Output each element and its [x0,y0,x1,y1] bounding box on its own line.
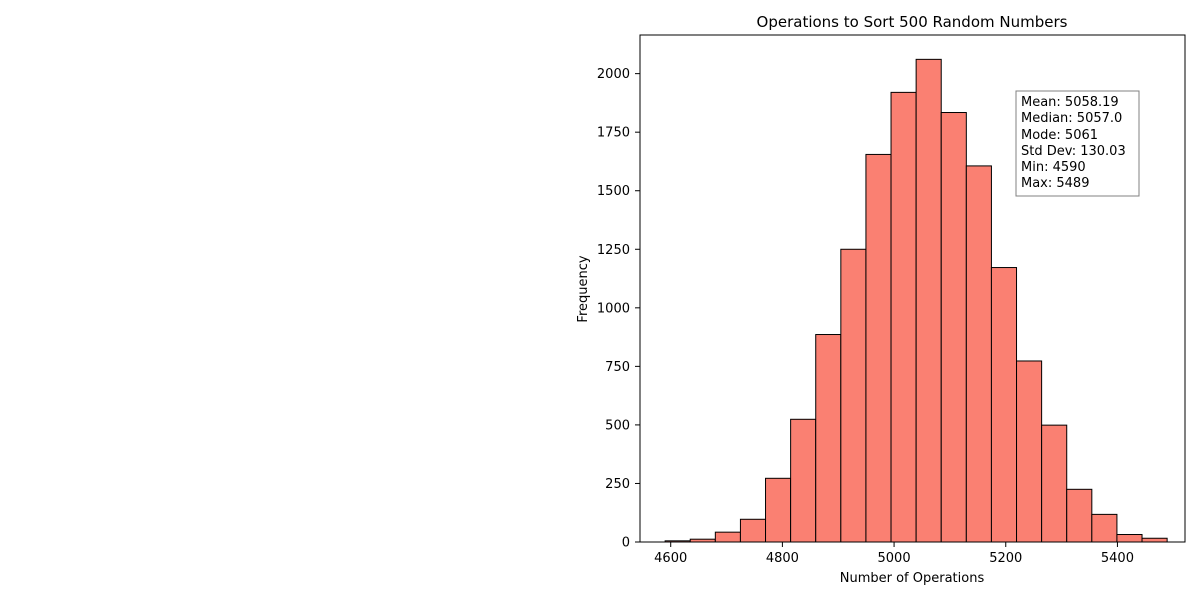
x-tick-label: 5200 [989,551,1022,566]
histogram-bar [790,418,817,543]
histogram-bar [714,531,741,543]
histogram-bar [1091,513,1118,543]
histogram-bar [915,58,942,543]
stats-mean: Mean: 5058.19 [1021,95,1119,110]
histogram-bar [765,477,792,543]
chart-title: Operations to Sort 500 Random Numbers [757,13,1068,31]
x-tick-label: 4600 [654,551,687,566]
y-axis-label: Frequency [576,255,591,322]
x-axis-label: Number of Operations [840,571,985,586]
y-tick-label: 500 [605,418,630,433]
histogram-bar [1016,360,1043,543]
stats-mode: Mode: 5061 [1021,128,1098,143]
stats-box-background [1015,90,1140,197]
x-tick-label: 5000 [878,551,911,566]
y-tick-label: 1750 [597,126,630,141]
histogram-bar [865,153,892,543]
histogram-bar [1141,537,1168,543]
y-tick-label: 750 [605,360,630,375]
histogram-bars [664,58,1168,543]
histogram-bar [940,112,967,543]
y-tick-label: 1250 [597,243,630,258]
y-tick-label: 1500 [597,184,630,199]
histogram-bar [1041,424,1068,543]
stats-min: Min: 4590 [1021,160,1086,175]
histogram-bar [965,165,992,543]
y-axis-ticks: 0 250 500 750 1000 1250 1500 1750 2000 [597,67,640,551]
y-tick-label: 0 [622,536,630,551]
histogram-bar [739,518,767,543]
stats-median: Median: 5057.0 [1021,111,1122,126]
y-tick-label: 250 [605,477,630,492]
histogram-bar [990,267,1018,543]
histogram-bar [1066,488,1093,543]
y-tick-label: 2000 [597,67,630,82]
histogram-bar [1116,534,1143,543]
x-tick-label: 4800 [766,551,799,566]
histogram-bar [840,248,867,543]
y-tick-label: 1000 [597,301,630,316]
stats-box: Mean: 5058.19 Median: 5057.0 Mode: 5061 … [1015,90,1140,197]
x-tick-label: 5400 [1101,551,1134,566]
x-axis-ticks: 4600 4800 5000 5200 5400 [654,542,1134,566]
stats-max: Max: 5489 [1021,176,1089,191]
histogram-bar [815,334,842,543]
histogram-bar [890,91,917,543]
plot-frame [639,34,1186,543]
stats-std-dev: Std Dev: 130.03 [1021,144,1126,159]
